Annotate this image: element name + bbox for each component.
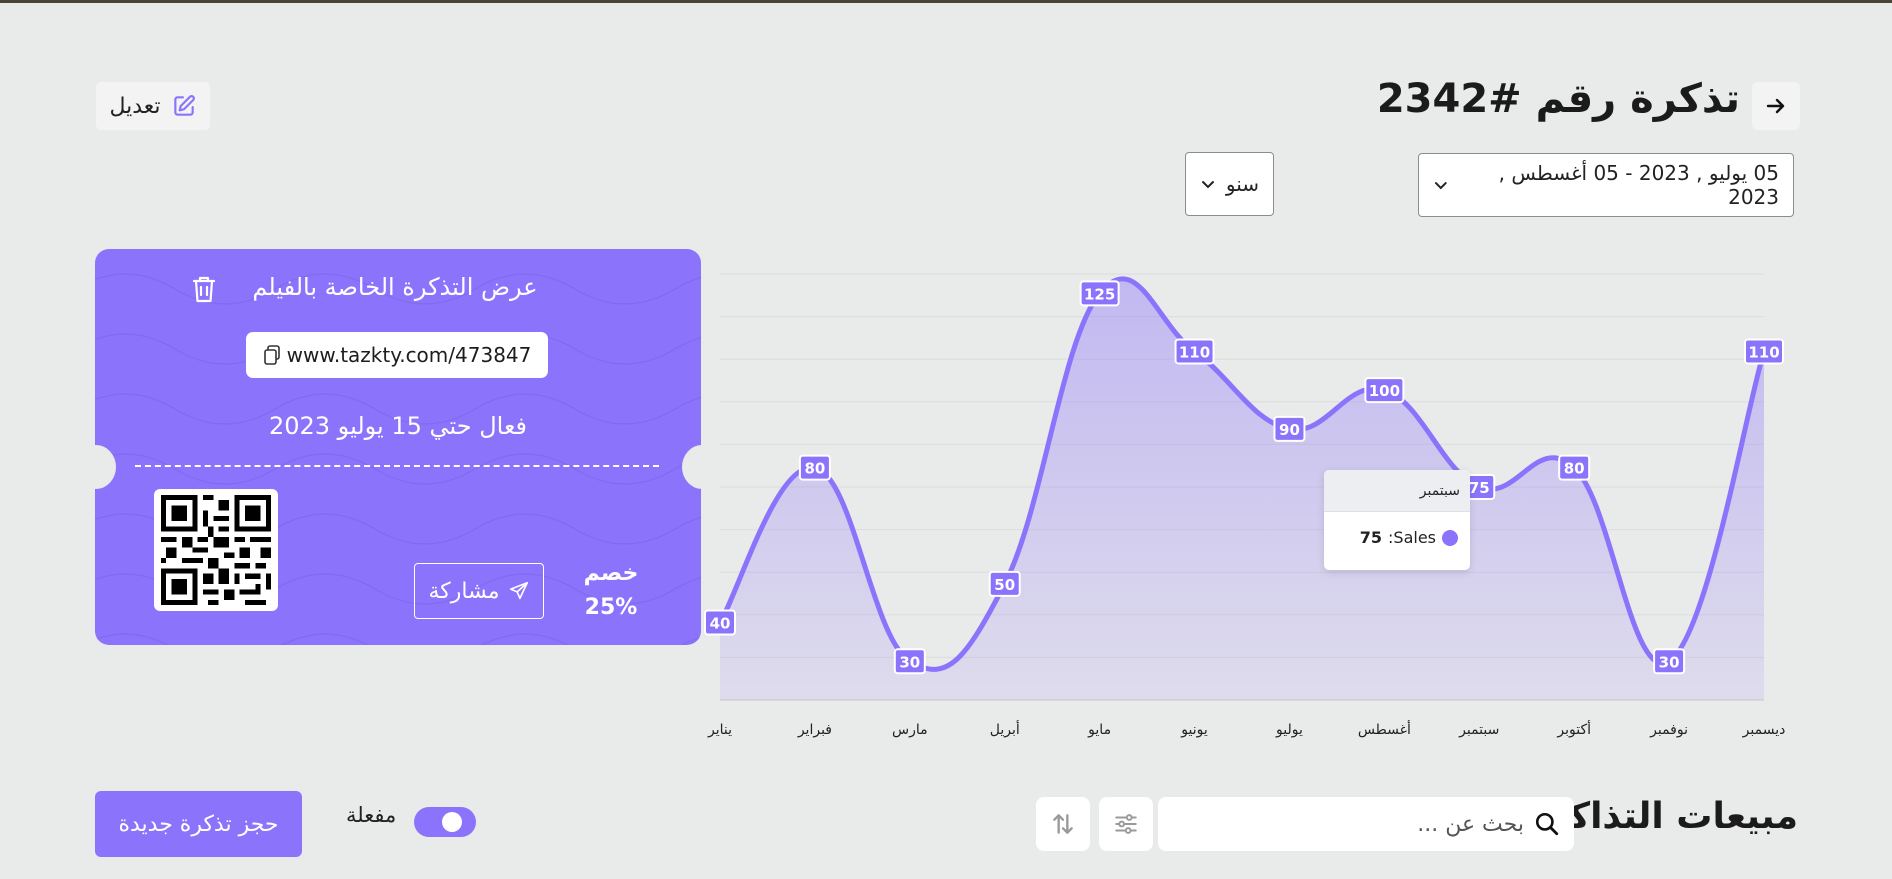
search-icon <box>1535 812 1559 836</box>
edit-button[interactable]: تعديل <box>96 82 210 130</box>
send-icon <box>509 581 528 600</box>
sliders-icon <box>1115 814 1137 834</box>
share-button[interactable]: مشاركة <box>414 563 544 619</box>
data-label-box <box>893 648 926 675</box>
data-label: 80 <box>1558 454 1591 481</box>
window-top-border <box>0 0 1892 3</box>
period-select[interactable]: سنو <box>1185 152 1274 216</box>
data-label-text: 30 <box>899 653 920 671</box>
data-label-text: 100 <box>1369 382 1400 400</box>
discount-badge: خصم 25% <box>571 557 651 625</box>
sales-section-title: مبيعات التذاكر <box>1546 796 1798 837</box>
data-label: 80 <box>798 454 831 481</box>
data-label-text: 30 <box>1659 653 1680 671</box>
ticket-link-text: www.tazkty.com/473847 <box>286 343 532 367</box>
tooltip-value: 75 <box>1359 528 1383 547</box>
data-label: 75 <box>1463 474 1496 500</box>
edit-icon <box>173 95 195 116</box>
data-label-text: 80 <box>804 460 825 478</box>
data-label-box <box>1273 415 1306 442</box>
date-range-select[interactable]: 05 يوليو , 2023 - 05 أغسطس , 2023 <box>1418 153 1794 217</box>
sort-arrows-icon <box>1053 814 1073 834</box>
qr-code <box>154 489 278 611</box>
filter-button[interactable] <box>1099 797 1153 851</box>
data-label: 30 <box>893 648 926 675</box>
sales-line <box>717 276 1767 672</box>
x-tick-label: أكتوبر <box>1556 720 1591 738</box>
chart-tooltip: سبتمبر Sales: 75 <box>1324 470 1470 570</box>
ticket-card: عرض التذكرة الخاصة بالفيلم www.tazkty.co… <box>95 249 701 645</box>
qr-code-image <box>161 495 271 605</box>
ticket-link[interactable]: www.tazkty.com/473847 <box>246 332 548 378</box>
data-label: 110 <box>1744 338 1784 365</box>
x-tick-label: سبتمبر <box>1458 722 1499 738</box>
trash-icon <box>192 276 216 303</box>
discount-value: 25% <box>584 595 638 620</box>
data-label-box <box>1364 377 1405 404</box>
delete-button[interactable] <box>190 274 218 308</box>
x-tick-label: يناير <box>707 722 732 738</box>
tooltip-label: Sales: <box>1388 528 1436 547</box>
back-button[interactable] <box>1752 82 1800 130</box>
ticket-title: عرض التذكرة الخاصة بالفيلم <box>252 273 538 301</box>
data-label-box <box>704 609 736 636</box>
edit-label: تعديل <box>109 93 161 119</box>
data-label-text: 90 <box>1279 421 1300 439</box>
x-tick-label: نوفمبر <box>1649 722 1688 738</box>
data-label: 100 <box>1364 377 1405 404</box>
data-label-text: 40 <box>710 615 731 633</box>
book-new-ticket-button[interactable]: حجز تذكرة جديدة <box>95 791 302 857</box>
period-value: سنو <box>1225 172 1259 196</box>
data-label: 30 <box>1653 648 1686 675</box>
data-label-text: 110 <box>1179 343 1210 361</box>
x-tick-label: مارس <box>892 722 928 738</box>
x-tick-label: أبريل <box>990 720 1020 738</box>
data-label-text: 50 <box>994 576 1015 594</box>
data-label: 110 <box>1174 338 1215 365</box>
data-label-text: 75 <box>1469 479 1490 497</box>
x-tick-label: يونيو <box>1180 722 1208 738</box>
data-label-box <box>1558 454 1591 481</box>
data-label-box <box>1744 338 1784 365</box>
ticket-notch-left <box>76 445 116 489</box>
x-tick-label: مايو <box>1087 722 1111 738</box>
chevron-down-icon <box>1434 182 1447 190</box>
x-tick-label: يوليو <box>1275 722 1303 738</box>
data-label-text: 125 <box>1084 285 1115 303</box>
share-label: مشاركة <box>428 578 500 604</box>
data-label-box <box>988 570 1021 597</box>
data-label-box <box>1653 648 1686 675</box>
data-label-box <box>1079 280 1120 307</box>
data-label-text: 110 <box>1748 343 1779 361</box>
data-label: 125 <box>1079 280 1120 307</box>
x-tick-label: فبراير <box>797 722 832 738</box>
active-toggle[interactable] <box>414 807 476 837</box>
data-label: 50 <box>988 570 1021 597</box>
toggle-knob <box>442 812 462 832</box>
sort-button[interactable] <box>1036 797 1090 851</box>
copy-icon <box>263 345 280 365</box>
search-input[interactable] <box>1184 811 1524 837</box>
data-label-box <box>1174 338 1215 365</box>
sales-chart: يناير فبراير مارس أبريل مايو يونيو يوليو أغسطس س… <box>704 273 1786 738</box>
ticket-divider <box>135 465 659 467</box>
ticket-notch-right <box>682 445 722 489</box>
data-label-text: 80 <box>1564 460 1585 478</box>
data-label: 40 <box>704 609 736 636</box>
search-box[interactable] <box>1158 797 1574 851</box>
valid-until-text: فعال حتي 15 يوليو 2023 <box>268 412 528 440</box>
chevron-down-icon <box>1202 181 1214 189</box>
x-tick-label: أغسطس <box>1358 720 1411 738</box>
toggle-label: مفعلة <box>346 803 397 827</box>
sales-area <box>720 278 1764 700</box>
date-range-value: 05 يوليو , 2023 - 05 أغسطس , 2023 <box>1498 161 1779 209</box>
tooltip-title: سبتمبر <box>1324 470 1470 512</box>
data-label: 90 <box>1273 415 1306 442</box>
series-color-dot <box>1442 529 1458 546</box>
arrow-right-icon <box>1766 98 1785 114</box>
x-tick-label: ديسمبر <box>1742 722 1786 738</box>
discount-label: خصم <box>583 561 639 586</box>
page-title: تذكرة رقم #2342 <box>1376 76 1740 122</box>
data-label-box <box>798 454 831 481</box>
